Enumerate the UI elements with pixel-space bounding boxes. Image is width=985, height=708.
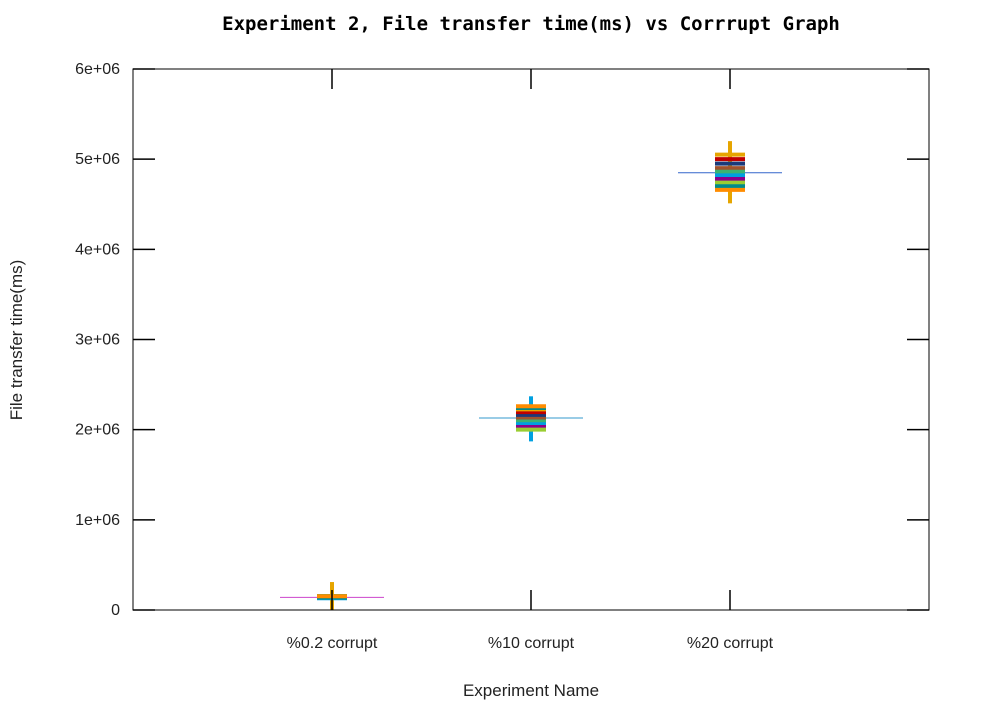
y-tick-label: 2e+06 bbox=[75, 422, 120, 439]
chart-title: Experiment 2, File transfer time(ms) vs … bbox=[222, 13, 840, 35]
y-tick-label: 3e+06 bbox=[75, 332, 120, 349]
plot-frame bbox=[132, 68, 930, 611]
x-axis-label: Experiment Name bbox=[463, 681, 599, 700]
y-tick-label: 6e+06 bbox=[75, 61, 120, 78]
y-tick-label: 1e+06 bbox=[75, 512, 120, 529]
axes: 0 1e+06 2e+06 3e+06 4e+06 5e+06 6e+06 %0.2 corr… bbox=[75, 61, 929, 652]
y-tick-label: 5e+06 bbox=[75, 151, 120, 168]
x-tick-label: %10 corrupt bbox=[488, 635, 575, 652]
x-tick-label: %20 corrupt bbox=[687, 635, 774, 652]
plot-area bbox=[280, 141, 782, 610]
x-tick-label: %0.2 corrupt bbox=[287, 635, 378, 652]
y-axis-label: File transfer time(ms) bbox=[7, 260, 26, 421]
y-tick-label: 0 bbox=[111, 602, 120, 619]
y-tick-label: 4e+06 bbox=[75, 241, 120, 258]
